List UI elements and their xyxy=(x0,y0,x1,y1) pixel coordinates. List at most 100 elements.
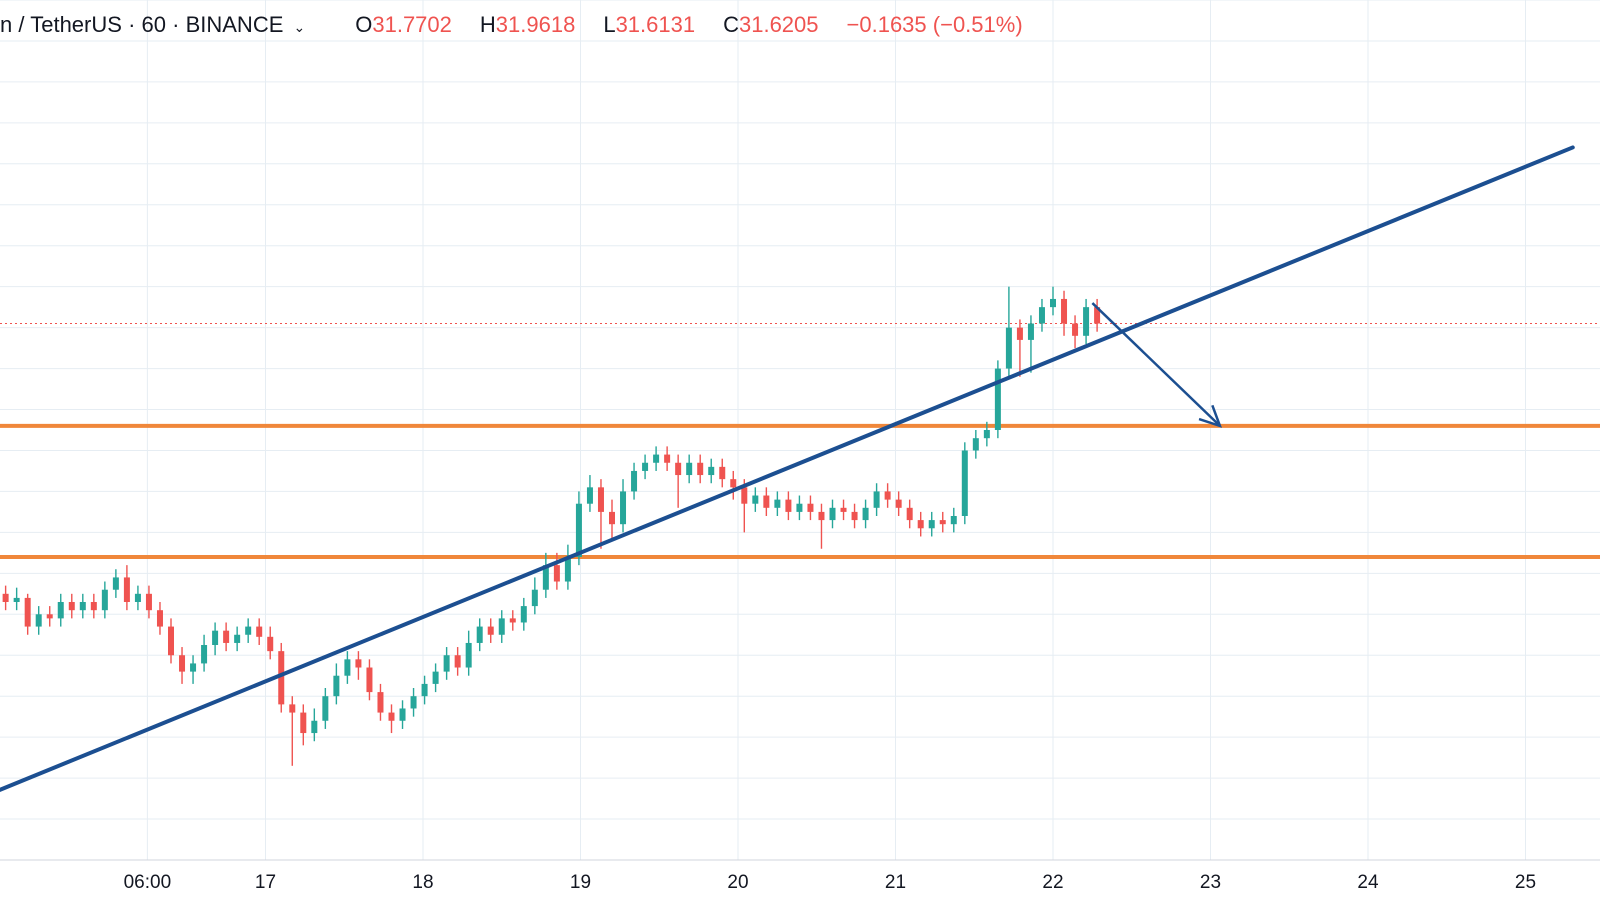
candle-body xyxy=(509,618,516,623)
open-label: O xyxy=(355,12,373,37)
candle-body xyxy=(366,667,373,693)
candle xyxy=(1038,298,1045,332)
candle xyxy=(13,587,20,611)
candle xyxy=(79,593,86,619)
candle-body xyxy=(101,589,108,611)
candle xyxy=(399,700,406,729)
quote-currency: TetherUS xyxy=(30,12,122,37)
candle-body xyxy=(289,704,296,713)
candle-body xyxy=(895,499,902,508)
time-axis-tick-label: 17 xyxy=(255,872,276,893)
candle xyxy=(344,651,351,684)
candle xyxy=(1050,286,1056,316)
candle xyxy=(597,479,604,549)
candle-body xyxy=(862,507,869,521)
candle xyxy=(123,565,130,611)
candle xyxy=(68,593,75,619)
candle xyxy=(1005,286,1012,377)
candle-body xyxy=(57,602,64,619)
candle-body xyxy=(2,593,9,602)
candle xyxy=(57,593,64,627)
candle-body xyxy=(818,511,825,521)
candle xyxy=(531,577,538,615)
interval-label: 60 xyxy=(141,12,166,37)
candle xyxy=(917,511,924,537)
candle xyxy=(961,442,968,525)
candle-body xyxy=(586,487,593,504)
candle-body xyxy=(851,511,858,521)
forecast-arrow-head xyxy=(1198,404,1223,428)
candle-body xyxy=(983,430,990,439)
candle-body xyxy=(79,602,86,611)
candle-body xyxy=(829,507,836,521)
candle-body xyxy=(961,450,968,516)
candle-body xyxy=(994,368,1001,430)
candle-body xyxy=(873,491,880,508)
candle xyxy=(697,454,704,484)
candle xyxy=(586,475,593,512)
candle xyxy=(708,458,715,484)
time-axis-tick-label: 24 xyxy=(1357,872,1379,893)
time-axis-tick-label: 21 xyxy=(885,872,906,893)
chevron-down-icon[interactable]: ⌄ xyxy=(293,19,306,35)
candle xyxy=(774,491,781,516)
candle-body xyxy=(476,626,483,643)
candle-body xyxy=(774,499,781,508)
candle-body xyxy=(597,487,604,512)
candle xyxy=(763,487,770,516)
candle-body xyxy=(465,642,472,668)
exchange-label: BINANCE xyxy=(185,12,284,37)
candle xyxy=(432,663,439,693)
candle-body xyxy=(1083,307,1090,336)
time-axis-tick-label: 20 xyxy=(727,872,748,893)
candle-body xyxy=(950,516,957,525)
candle xyxy=(829,499,836,529)
candle-body xyxy=(1016,327,1023,340)
candle-body xyxy=(498,618,505,635)
time-axis-tick-label: 06:00 xyxy=(124,872,172,893)
candle xyxy=(333,663,340,705)
candle xyxy=(223,622,230,652)
candle xyxy=(906,499,913,529)
candle-body xyxy=(190,663,197,672)
candle-body xyxy=(564,556,571,582)
candle-body xyxy=(906,507,913,521)
candle-body xyxy=(785,499,792,512)
symbol-name[interactable]: n / TetherUS · 60 · BINANCE ⌄ xyxy=(0,12,305,38)
candle xyxy=(476,618,483,652)
legend-dot: · xyxy=(128,12,136,37)
candle xyxy=(355,651,362,680)
candle xyxy=(785,491,792,521)
candle xyxy=(730,470,737,500)
candle xyxy=(1061,290,1068,336)
candle-body xyxy=(719,466,726,480)
candle-body xyxy=(1027,323,1034,340)
candle-body xyxy=(234,634,241,643)
candle xyxy=(300,704,307,746)
candle xyxy=(267,626,274,660)
candle-body xyxy=(112,577,119,590)
symbol-fragment: n xyxy=(0,12,13,37)
candle xyxy=(542,552,549,598)
candle-body xyxy=(575,503,582,557)
high-label: H xyxy=(479,12,496,37)
candle-body xyxy=(344,659,351,676)
candle-body xyxy=(311,720,318,734)
candle-body xyxy=(917,520,924,529)
candle xyxy=(410,688,417,717)
time-axis-tick-label: 23 xyxy=(1200,872,1221,893)
candle xyxy=(2,585,9,611)
close-label: C xyxy=(723,12,739,37)
candle xyxy=(1083,298,1090,344)
candle xyxy=(101,581,108,619)
ascending-trendline xyxy=(0,145,1575,792)
candle-body xyxy=(609,511,615,525)
candle-body xyxy=(245,626,252,635)
candle xyxy=(664,446,671,471)
candle xyxy=(928,511,935,537)
candle-body xyxy=(807,503,814,512)
low-value: 31.6131 xyxy=(615,12,696,37)
price-change: −0.1635 (−0.51%) xyxy=(846,12,1023,37)
